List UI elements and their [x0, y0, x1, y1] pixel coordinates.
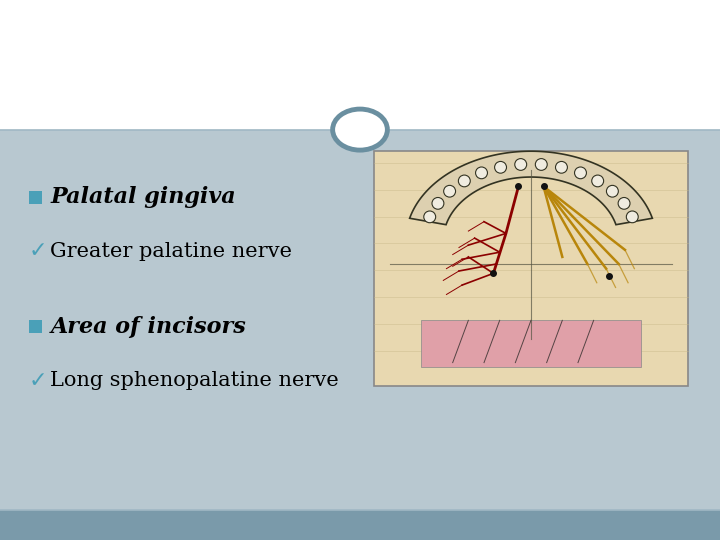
Ellipse shape: [618, 198, 630, 209]
Ellipse shape: [515, 159, 526, 170]
FancyBboxPatch shape: [0, 510, 720, 540]
Ellipse shape: [606, 185, 618, 197]
Ellipse shape: [495, 161, 506, 173]
Polygon shape: [410, 151, 652, 225]
Ellipse shape: [575, 167, 586, 179]
Ellipse shape: [476, 167, 487, 179]
FancyBboxPatch shape: [0, 130, 720, 510]
FancyBboxPatch shape: [374, 151, 688, 386]
FancyBboxPatch shape: [29, 320, 42, 333]
Polygon shape: [421, 320, 641, 367]
Ellipse shape: [556, 161, 567, 173]
FancyBboxPatch shape: [0, 0, 720, 130]
FancyBboxPatch shape: [29, 191, 42, 204]
Text: ✓: ✓: [29, 241, 48, 261]
Circle shape: [333, 109, 387, 150]
Text: Long sphenopalatine nerve: Long sphenopalatine nerve: [50, 371, 339, 390]
Ellipse shape: [459, 175, 470, 187]
Ellipse shape: [444, 185, 456, 197]
Text: Area of incisors: Area of incisors: [50, 316, 246, 338]
Text: ✓: ✓: [29, 370, 48, 391]
Text: Palatal gingiva: Palatal gingiva: [50, 186, 236, 208]
Ellipse shape: [432, 198, 444, 209]
Ellipse shape: [536, 159, 547, 170]
Ellipse shape: [626, 211, 638, 222]
Ellipse shape: [592, 175, 603, 187]
Ellipse shape: [424, 211, 436, 222]
Text: Greater palatine nerve: Greater palatine nerve: [50, 241, 292, 261]
